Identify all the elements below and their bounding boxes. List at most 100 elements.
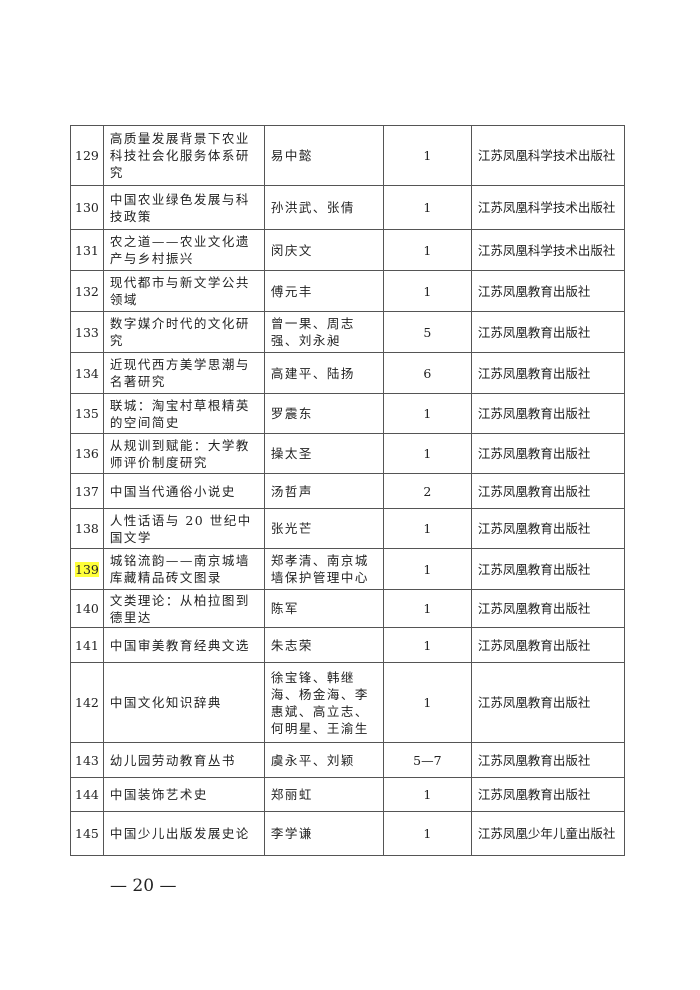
publisher: 江苏凤凰教育出版社 (470, 393, 626, 434)
row-number-text: 144 (75, 787, 99, 802)
publisher-text: 江苏凤凰教育出版社 (477, 601, 591, 616)
publisher: 江苏凤凰教育出版社 (470, 662, 626, 743)
volume-count-text: 1 (423, 695, 432, 710)
volume-count-text: 5—7 (413, 752, 442, 768)
volume-count-text: 5 (423, 324, 432, 340)
table-row: 133 数字媒介时代的文化研究 曾一果、周志强、刘永昶 5 江苏凤凰教育出版社 (70, 311, 626, 353)
volume-count-text: 1 (423, 521, 432, 536)
book-author-text: 汤哲声 (270, 483, 313, 499)
volume-count: 1 (382, 627, 472, 663)
book-author: 徐宝锋、韩继海、杨金海、李惠斌、高立志、何明星、王渝生 (263, 662, 384, 743)
row-number: 134 (70, 352, 104, 394)
publisher-text: 江苏凤凰教育出版社 (477, 406, 591, 421)
row-number-text: 143 (75, 752, 99, 768)
row-number-text: 136 (75, 446, 99, 461)
book-author: 汤哲声 (263, 473, 384, 509)
volume-count-text: 1 (423, 637, 432, 653)
book-author: 傅元丰 (263, 270, 384, 312)
book-title-text: 从规训到赋能：大学教师评价制度研究 (109, 437, 250, 470)
volume-count: 1 (382, 811, 472, 856)
publisher-text: 江苏凤凰教育出版社 (477, 637, 591, 653)
book-title: 从规训到赋能：大学教师评价制度研究 (102, 433, 265, 474)
publisher: 江苏凤凰教育出版社 (470, 473, 626, 509)
row-number-text: 135 (75, 406, 99, 421)
book-author: 郑孝清、南京城墙保护管理中心 (263, 548, 384, 590)
volume-count: 1 (382, 125, 472, 186)
book-title: 近现代西方美学思潮与名著研究 (102, 352, 265, 394)
book-author: 罗震东 (263, 393, 384, 434)
publisher-text: 江苏凤凰教育出版社 (477, 446, 591, 461)
book-author-text: 徐宝锋、韩继海、杨金海、李惠斌、高立志、何明星、王渝生 (270, 669, 369, 736)
row-number: 140 (70, 589, 104, 628)
volume-count: 1 (382, 508, 472, 549)
book-title-text: 中国装饰艺术史 (109, 787, 208, 802)
book-author: 易中懿 (263, 125, 384, 186)
table-row: 143 幼儿园劳动教育丛书 虞永平、刘颖 5—7 江苏凤凰教育出版社 (70, 742, 626, 778)
table-row: 131 农之道——农业文化遗产与乡村振兴 闵庆文 1 江苏凤凰科学技术出版社 (70, 229, 626, 271)
publisher: 江苏凤凰教育出版社 (470, 270, 626, 312)
volume-count: 1 (382, 662, 472, 743)
book-author: 高建平、陆扬 (263, 352, 384, 394)
row-number-text: 145 (75, 826, 99, 841)
book-title: 中国文化知识辞典 (102, 662, 265, 743)
table-row: 134 近现代西方美学思潮与名著研究 高建平、陆扬 6 江苏凤凰教育出版社 (70, 352, 626, 394)
book-title: 中国审美教育经典文选 (102, 627, 265, 663)
book-title: 中国少儿出版发展史论 (102, 811, 265, 856)
row-number: 142 (70, 662, 104, 743)
book-title: 文类理论：从柏拉图到德里达 (102, 589, 265, 628)
row-number: 135 (70, 393, 104, 434)
book-title: 人性话语与 20 世纪中国文学 (102, 508, 265, 549)
row-number: 144 (70, 777, 104, 812)
publisher: 江苏凤凰教育出版社 (470, 627, 626, 663)
publisher-text: 江苏凤凰教育出版社 (477, 561, 591, 577)
volume-count: 1 (382, 229, 472, 271)
publisher: 江苏凤凰教育出版社 (470, 742, 626, 778)
volume-count-text: 1 (423, 787, 432, 802)
book-author: 郑丽虹 (263, 777, 384, 812)
volume-count-text: 1 (423, 601, 432, 616)
volume-count-text: 1 (423, 242, 432, 258)
book-title: 城铭流韵——南京城墙库藏精品砖文图录 (102, 548, 265, 590)
publisher-text: 江苏凤凰教育出版社 (477, 752, 591, 768)
row-number: 136 (70, 433, 104, 474)
row-number: 131 (70, 229, 104, 271)
book-title-text: 现代都市与新文学公共领域 (109, 275, 250, 307)
book-author-text: 曾一果、周志强、刘永昶 (270, 316, 355, 348)
table-row: 132 现代都市与新文学公共领域 傅元丰 1 江苏凤凰教育出版社 (70, 270, 626, 312)
publisher-text: 江苏凤凰教育出版社 (477, 521, 591, 536)
table-row: 138 人性话语与 20 世纪中国文学 张光芒 1 江苏凤凰教育出版社 (70, 508, 626, 549)
volume-count: 6 (382, 352, 472, 394)
publisher: 江苏凤凰科学技术出版社 (470, 125, 626, 186)
book-title: 联城：淘宝村草根精英的空间简史 (102, 393, 265, 434)
book-list-table: 129 高质量发展背景下农业科技社会化服务体系研究 易中懿 1 江苏凤凰科学技术出版社 1… (70, 125, 626, 856)
publisher: 江苏凤凰教育出版社 (470, 311, 626, 353)
book-title: 中国装饰艺术史 (102, 777, 265, 812)
publisher-text: 江苏凤凰科学技术出版社 (477, 242, 616, 258)
book-title-text: 数字媒介时代的文化研究 (109, 316, 250, 348)
book-author: 朱志荣 (263, 627, 384, 663)
row-number-text: 130 (75, 200, 99, 215)
row-number-text: 131 (75, 242, 99, 258)
book-title-text: 中国文化知识辞典 (109, 695, 222, 710)
page-number: — 20 — (110, 876, 177, 896)
book-author-text: 郑丽虹 (270, 787, 313, 802)
publisher-text: 江苏凤凰教育出版社 (477, 695, 591, 710)
publisher-text: 江苏凤凰教育出版社 (477, 324, 591, 340)
book-author-text: 高建平、陆扬 (270, 365, 355, 381)
volume-count-text: 1 (423, 561, 432, 577)
book-title-text: 城铭流韵——南京城墙库藏精品砖文图录 (109, 553, 250, 585)
book-title-text: 人性话语与 20 世纪中国文学 (109, 512, 252, 545)
book-title-text: 中国审美教育经典文选 (109, 637, 250, 653)
book-author-text: 操太圣 (270, 446, 313, 461)
book-author-text: 易中懿 (270, 148, 313, 163)
publisher: 江苏凤凰教育出版社 (470, 777, 626, 812)
publisher: 江苏凤凰教育出版社 (470, 589, 626, 628)
volume-count-text: 1 (423, 826, 432, 841)
book-title: 数字媒介时代的文化研究 (102, 311, 265, 353)
table-row: 141 中国审美教育经典文选 朱志荣 1 江苏凤凰教育出版社 (70, 627, 626, 663)
row-number: 141 (70, 627, 104, 663)
publisher: 江苏凤凰少年儿童出版社 (470, 811, 626, 856)
volume-count: 1 (382, 548, 472, 590)
publisher: 江苏凤凰科学技术出版社 (470, 229, 626, 271)
row-number: 133 (70, 311, 104, 353)
